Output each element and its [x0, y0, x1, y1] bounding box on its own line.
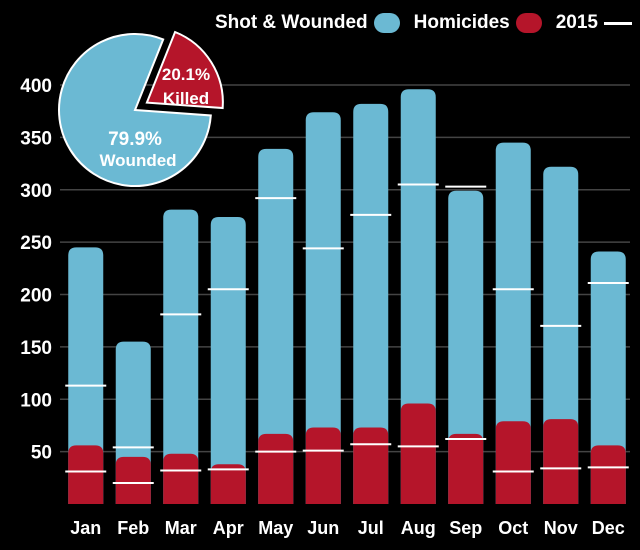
bar-homicides [258, 433, 294, 504]
bar-shot-wounded [590, 251, 626, 504]
bar-shot-wounded [163, 209, 199, 504]
x-tick-label: Mar [165, 518, 197, 538]
pie-slice-killed [145, 30, 224, 110]
y-tick-label: 350 [20, 128, 52, 149]
x-tick-label: Oct [498, 518, 528, 538]
x-tick-label: Aug [401, 518, 436, 538]
pie-slice-wounded [58, 33, 212, 187]
y-tick-label: 300 [20, 181, 52, 202]
legend-swatch-shot-wounded [373, 13, 400, 33]
y-tick-label: 250 [20, 233, 52, 254]
legend-label-shot-wounded: Shot & Wounded [214, 12, 368, 33]
bar-shot-wounded [495, 142, 531, 505]
x-tick-label: Jan [70, 518, 101, 538]
bar-homicides [68, 445, 104, 504]
x-tick-label: Jun [307, 518, 339, 538]
x-tick-label: May [258, 518, 293, 538]
y-tick-label: 150 [20, 338, 52, 359]
y-tick-label: 200 [20, 286, 52, 307]
bar-homicides [305, 427, 341, 504]
bar-homicides [543, 419, 579, 504]
legend-label-homicides: Homicides [413, 12, 510, 33]
bar-homicides [590, 445, 626, 504]
legend-label-2015: 2015 [555, 12, 598, 33]
pie-label-killed-percent: 20.1% [162, 65, 210, 84]
y-tick-label: 50 [31, 443, 52, 464]
bar-shot-wounded [353, 103, 389, 504]
bar-shot-wounded [400, 89, 436, 504]
x-tick-label: Apr [213, 518, 244, 538]
x-tick-label: Nov [544, 518, 578, 538]
bar-shot-wounded [258, 148, 294, 504]
bar-homicides [353, 427, 389, 504]
bar-shot-wounded [68, 247, 104, 505]
pie-label-killed: Killed [163, 89, 209, 108]
pie-label-wounded: Wounded [99, 151, 176, 170]
bar-homicides [115, 456, 151, 504]
x-tick-label: Sep [449, 518, 482, 538]
y-tick-label: 400 [20, 76, 52, 97]
legend-swatch-2015 [604, 21, 632, 25]
legend: Shot & Wounded Homicides 2015 [215, 12, 632, 34]
bar-homicides [400, 403, 436, 504]
bar-homicides [163, 453, 199, 504]
legend-swatch-homicides [515, 13, 542, 33]
bar-homicides [448, 433, 484, 504]
x-tick-label: Dec [592, 518, 625, 538]
bar-homicides [210, 464, 246, 504]
bar-shot-wounded [210, 216, 246, 505]
bar-shot-wounded [448, 190, 484, 505]
bar-homicides [495, 421, 531, 504]
x-tick-label: Jul [358, 518, 384, 538]
pie-label-wounded-percent: 79.9% [108, 129, 162, 150]
y-tick-label: 100 [20, 390, 52, 411]
x-tick-label: Feb [117, 518, 149, 538]
bar-shot-wounded [305, 112, 341, 505]
